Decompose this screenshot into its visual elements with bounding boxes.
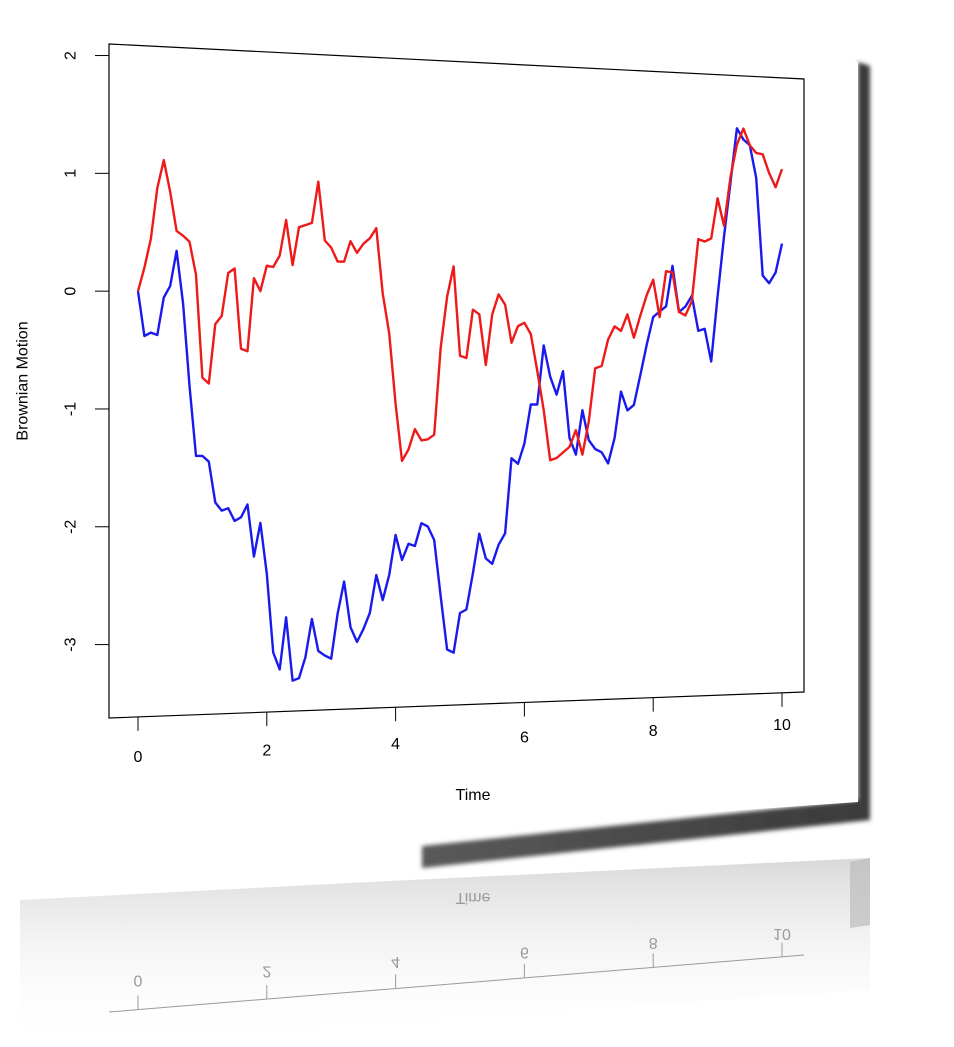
x-tick-label: 8 [649, 723, 658, 740]
plot-frame [108, 43, 805, 719]
reflection-tick-label: 0 [134, 972, 143, 989]
x-tick-label: 2 [262, 742, 271, 759]
y-tick-label: -3 [63, 637, 80, 651]
y-tick-label: 1 [63, 169, 80, 178]
reflection-tick-label: 10 [773, 925, 791, 942]
reflection-tick-label: 4 [391, 953, 400, 970]
reflection: 0 2 4 6 8 10 Time [20, 858, 870, 1047]
reflection-axis-line [108, 954, 805, 1013]
reflection-panel [20, 858, 870, 1047]
reflection-x-axis-title: Time [456, 889, 491, 906]
chart-sheet [0, 0, 858, 862]
x-tick-label: 6 [520, 730, 529, 747]
series-group [136, 127, 784, 682]
reflection-tick-label: 6 [520, 944, 529, 961]
y-tick-label: -2 [63, 520, 80, 534]
series-line-2 [136, 127, 784, 463]
x-tick-label: 4 [391, 736, 400, 753]
y-tick-label: 2 [63, 51, 80, 60]
reflection-edge [850, 858, 870, 928]
y-axis: 2 1 0 -1 -2 -3 [63, 51, 109, 652]
y-tick-label: 0 [63, 287, 80, 296]
y-tick-label: -1 [63, 402, 80, 416]
reflection-axis: 0 2 4 6 8 10 [108, 925, 805, 1013]
x-axis-title: Time [456, 787, 491, 804]
reflection-tick-label: 8 [649, 934, 658, 951]
reflection-tick-label: 2 [262, 962, 271, 979]
x-tick-label: 0 [134, 749, 143, 766]
y-axis-title: Brownian Motion [15, 321, 32, 440]
x-axis: 0 2 4 6 8 10 [134, 692, 791, 766]
x-tick-label: 10 [773, 717, 791, 734]
